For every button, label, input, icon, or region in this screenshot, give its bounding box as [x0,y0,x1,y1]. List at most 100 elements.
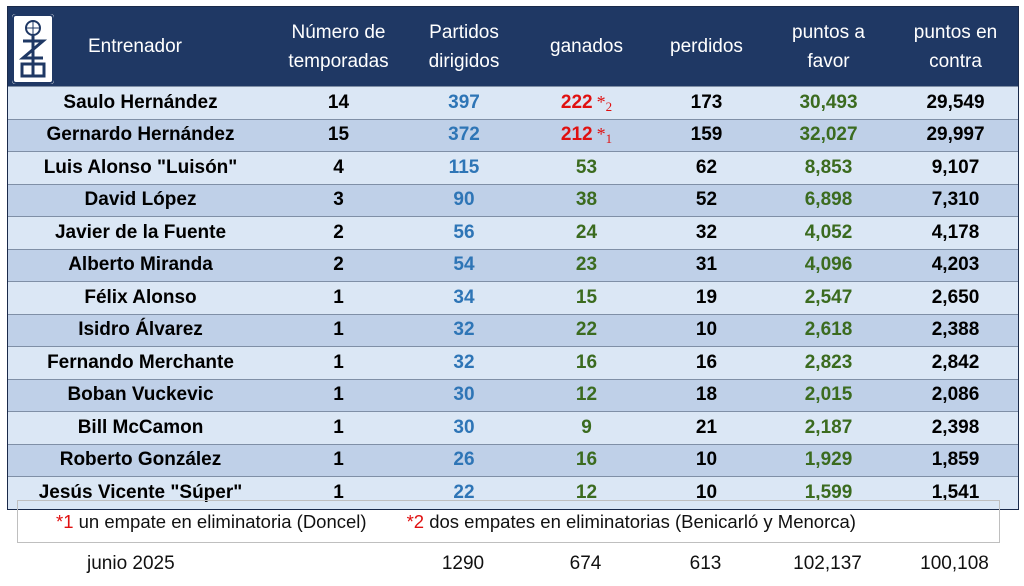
won-cell: 212 *1 [524,124,649,146]
won-cell: 9 [524,417,649,439]
games-cell: 32 [404,352,524,374]
seasons-cell: 1 [273,352,404,374]
seasons-cell-value: 2 [333,254,344,276]
points-for-cell: 1,929 [764,449,893,471]
footnote-1-text: un empate en eliminatoria (Doncel) [73,510,367,532]
games-cell-value: 32 [453,319,475,341]
points-for-cell-value: 1,929 [804,449,853,471]
games-cell: 115 [404,157,524,179]
points-against-cell: 29,997 [893,124,1018,146]
table-row: Gernardo Hernández 15 372 212 *1 159 32,027 29,… [8,118,1018,151]
points-against-cell: 9,107 [893,157,1018,179]
won-cell-value: 222 [560,91,593,113]
header-won: ganados [550,36,623,57]
lost-cell-value: 10 [695,319,718,341]
table-row: Félix Alonso 1 34 15 19 2,547 2,650 [8,281,1018,314]
lost-cell: 10 [649,319,764,341]
won-cell-value: 23 [575,254,598,276]
table-row: David López 3 90 38 52 6,898 7,310 [8,183,1018,216]
table-header: Entrenador Número de temporadas Partidos… [8,7,1018,86]
seasons-cell: 4 [273,157,404,179]
won-cell-value: 16 [575,449,598,471]
lost-cell-value: 52 [695,189,718,211]
table-row: Jesús Vicente "Súper" 1 22 12 10 1,599 1,541 [8,476,1018,509]
coach-name-value: Bill McCamon [77,416,204,438]
seasons-cell: 1 [273,417,404,439]
points-against-cell-value: 1,541 [931,481,980,503]
totals-row: junio 2025 1290 674 613 102,137 100,108 [7,553,1017,575]
header-coach-cell: Entrenador [8,7,273,86]
games-cell-value: 397 [448,91,480,113]
lost-cell-value: 173 [690,91,723,113]
lost-cell-value: 31 [695,254,718,276]
coach-name-value: Alberto Miranda [68,254,213,276]
won-cell: 12 [524,482,649,504]
points-for-cell: 2,823 [764,352,893,374]
games-cell: 56 [404,222,524,244]
points-for-cell-value: 2,015 [804,384,853,406]
header-games: Partidos dirigidos [428,21,500,72]
won-cell-value: 12 [575,384,598,406]
lost-cell: 18 [649,384,764,406]
coach-name: Roberto González [8,449,273,471]
games-cell-value: 90 [453,189,475,211]
coach-name-value: Luis Alonso "Luisón" [43,156,238,178]
points-against-cell-value: 1,859 [931,449,980,471]
games-cell: 34 [404,287,524,309]
points-against-cell: 4,178 [893,222,1018,244]
coach-name: David López [8,189,273,211]
seasons-cell-value: 1 [333,319,344,341]
lost-cell: 21 [649,417,764,439]
points-against-cell: 29,549 [893,92,1018,114]
table-row: Isidro Álvarez 1 32 22 10 2,618 2,388 [8,313,1018,346]
won-cell: 16 [524,449,649,471]
points-against-cell-value: 7,310 [931,189,980,211]
games-cell-value: 30 [453,416,475,438]
points-for-cell: 8,853 [764,157,893,179]
coach-name-value: Félix Alonso [84,286,197,308]
points-against-cell-value: 2,398 [931,416,980,438]
seasons-cell-value: 15 [327,124,350,146]
totals-games: 1290 [441,553,485,574]
won-cell-value: 24 [575,221,598,243]
won-cell-value: 12 [575,481,598,503]
coach-name-value: Javier de la Fuente [54,221,227,243]
points-for-cell: 30,493 [764,92,893,114]
footnotes-box: *1 un empate en eliminatoria (Doncel) *2… [17,500,1000,543]
lost-cell-value: 159 [690,124,723,146]
points-against-cell-value: 2,388 [931,319,980,341]
games-cell: 54 [404,254,524,276]
games-cell-value: 34 [453,286,475,308]
games-cell-value: 372 [448,124,480,146]
won-cell-value: 16 [575,351,598,373]
footnote-marker: *2 [596,91,613,114]
points-against-cell-value: 2,650 [931,286,980,308]
points-for-cell: 2,547 [764,287,893,309]
won-cell: 12 [524,384,649,406]
seasons-cell: 1 [273,384,404,406]
won-cell: 38 [524,189,649,211]
won-cell-value: 53 [575,156,598,178]
coach-name-value: Boban Vuckevic [67,384,214,406]
games-cell-value: 32 [453,351,475,373]
points-against-cell: 7,310 [893,189,1018,211]
points-for-cell: 32,027 [764,124,893,146]
table-row: Bill McCamon 1 30 9 21 2,187 2,398 [8,411,1018,444]
header-coach: Entrenador [88,36,183,57]
totals-points-against: 100,108 [920,553,989,574]
seasons-cell: 3 [273,189,404,211]
totals-points-for: 102,137 [793,553,862,574]
lost-cell-value: 62 [695,156,718,178]
header-seasons: Número de temporadas [288,21,389,72]
points-for-cell: 2,187 [764,417,893,439]
seasons-cell-value: 3 [333,189,344,211]
coach-name: Isidro Álvarez [8,319,273,341]
points-for-cell-value: 2,547 [804,286,853,308]
points-for-cell-value: 32,027 [799,124,858,146]
lost-cell-value: 21 [695,416,718,438]
lost-cell: 10 [649,482,764,504]
lost-cell: 159 [649,124,764,146]
points-against-cell: 2,086 [893,384,1018,406]
points-for-cell-value: 4,096 [804,254,853,276]
coach-name: Saulo Hernández [8,92,273,114]
